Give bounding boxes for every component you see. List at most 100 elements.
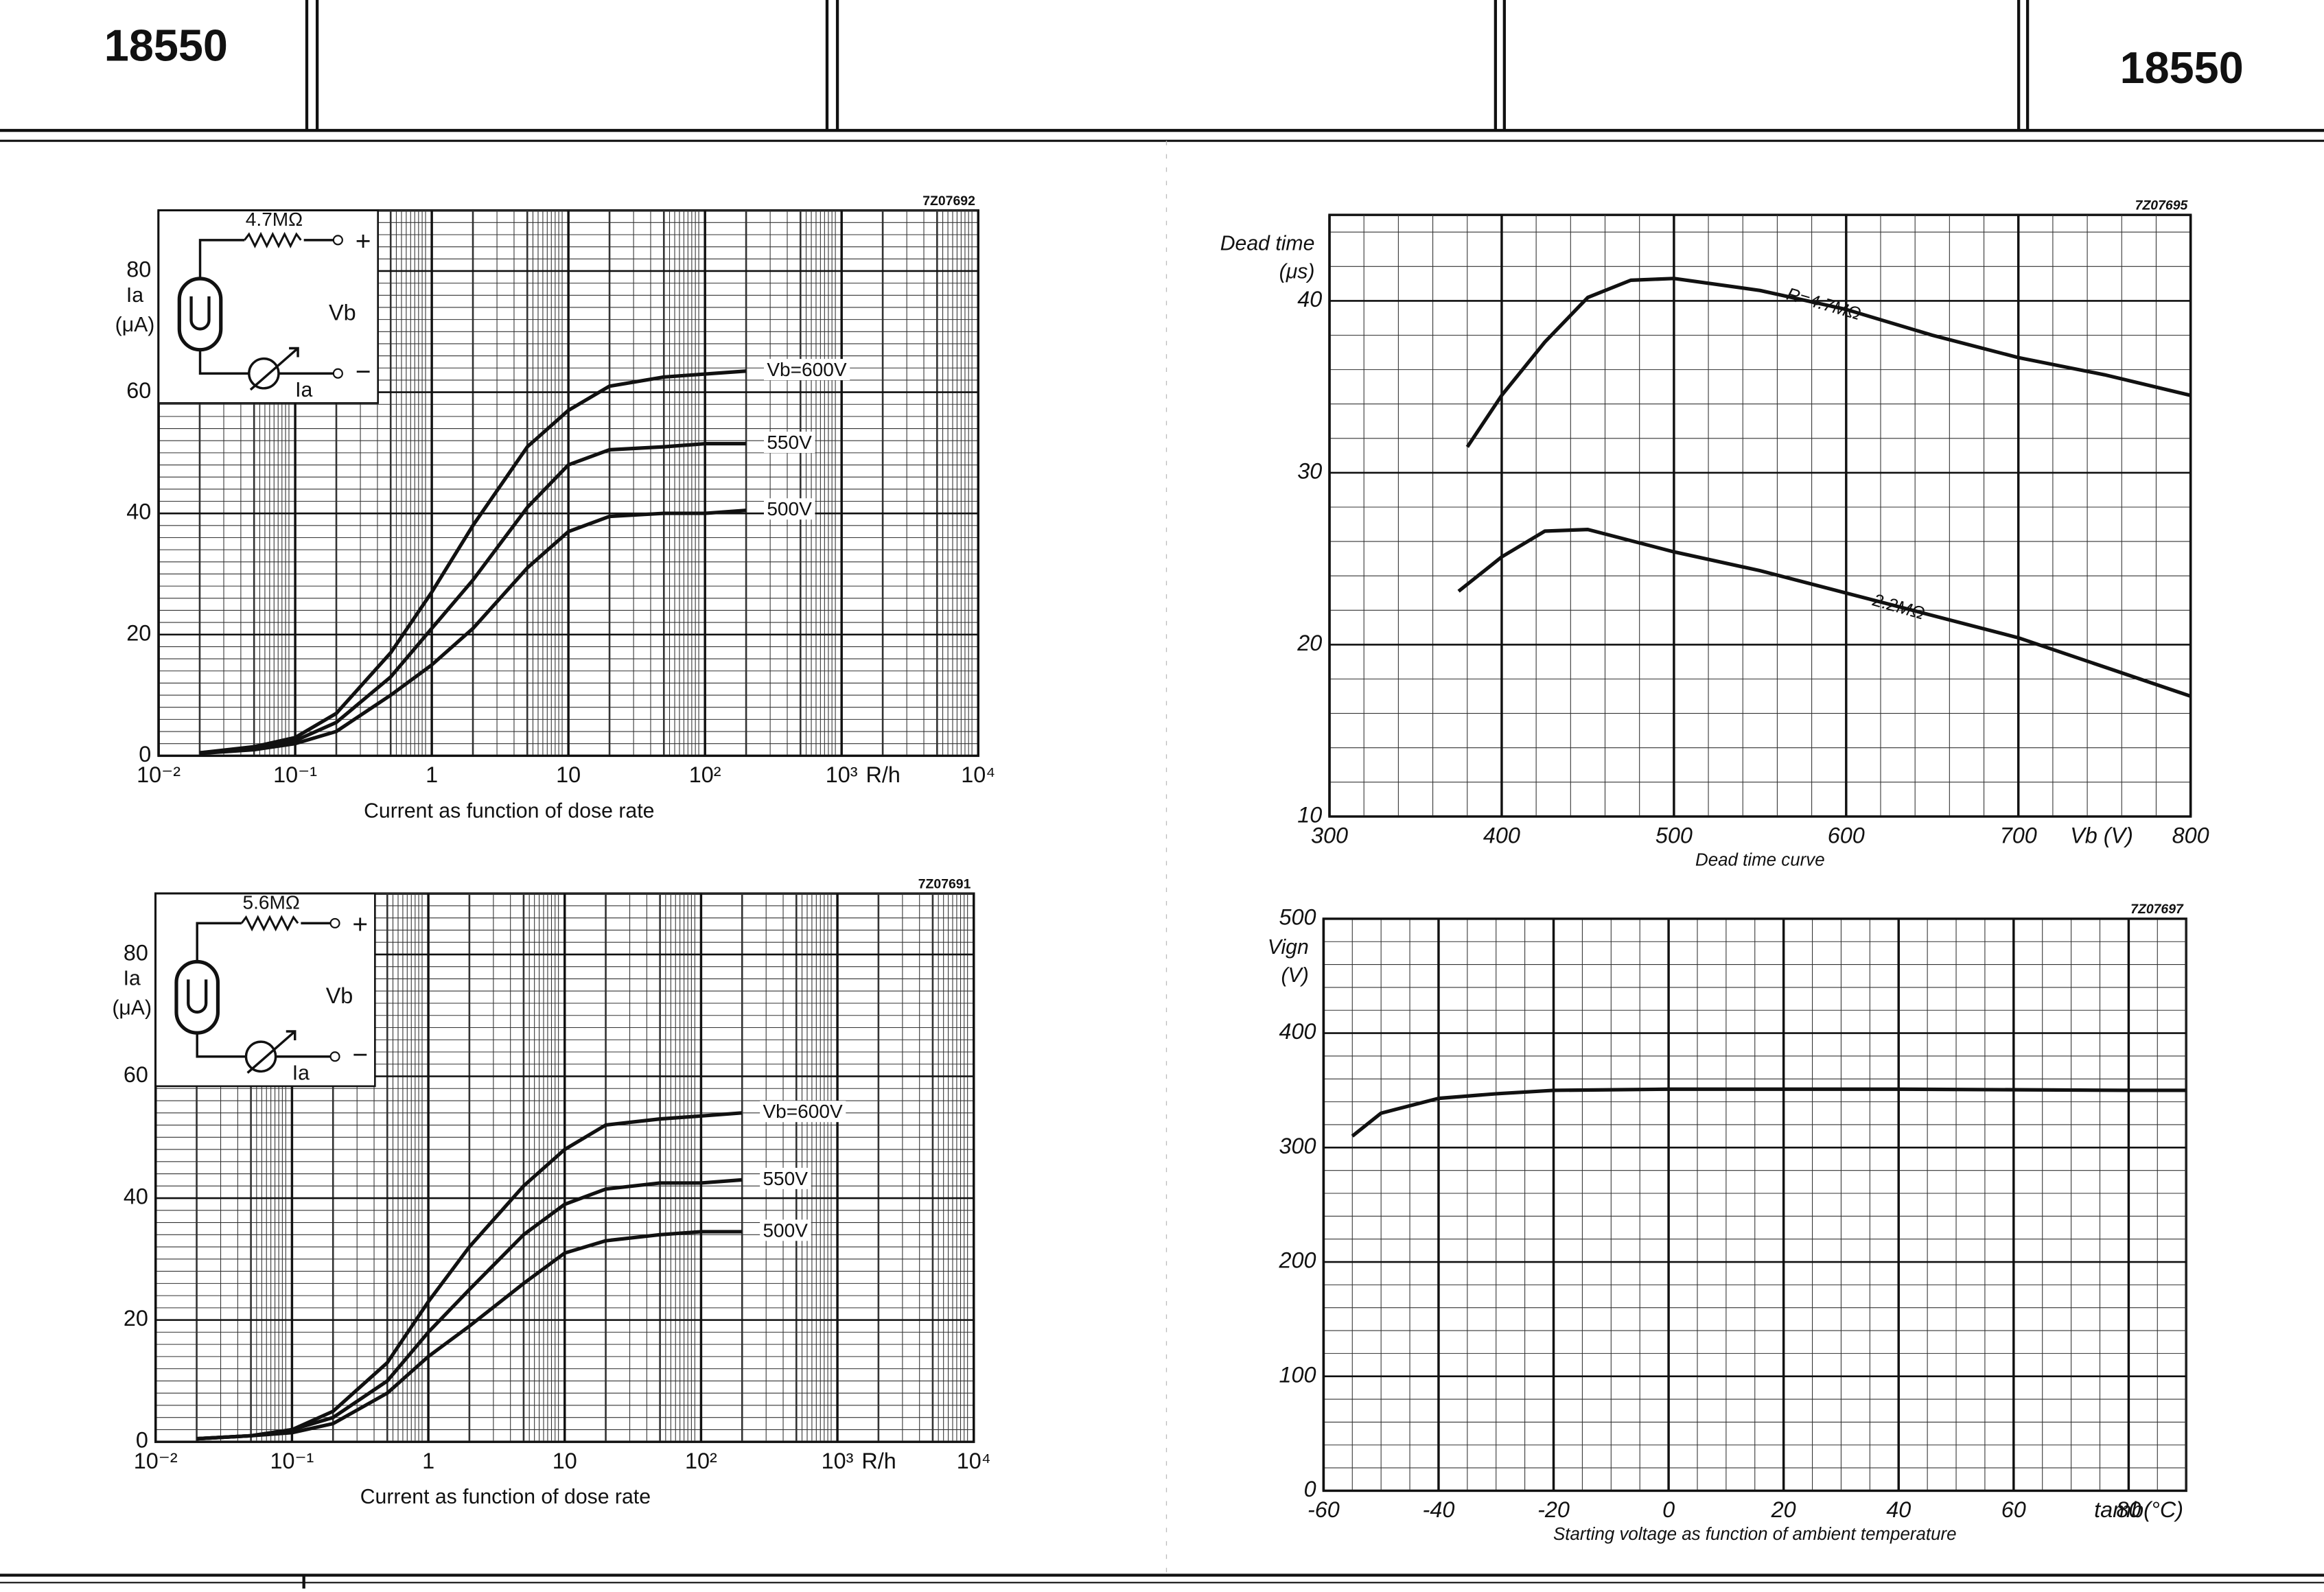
x-tick-label: 10³ — [826, 762, 858, 787]
y-tick-label: 500 — [1279, 904, 1316, 929]
y-tick-label: 100 — [1279, 1362, 1316, 1387]
y-axis-title: Ia — [124, 967, 141, 990]
resistor — [240, 915, 299, 932]
y-tick-label: 20 — [124, 1306, 148, 1331]
y-axis-title: (V) — [1281, 964, 1308, 987]
chart: 300 400 500 600 700 800 10 20 30 40 7Z07695 Dead ti… — [1220, 198, 2209, 869]
circuit-inset: 5.6MΩ + − Vb Ia — [154, 892, 376, 1088]
x-axis-title: Starting voltage as function of ambient … — [1553, 1525, 1957, 1544]
y-tick-label: 40 — [126, 500, 151, 524]
y-tick-label: 80 — [124, 941, 148, 965]
curve — [1465, 277, 2192, 448]
series-label: 550V — [767, 432, 812, 453]
meter-arrow — [249, 347, 299, 391]
y-axis-title: (μs) — [1279, 260, 1315, 283]
terminal — [329, 1051, 340, 1062]
plus-sign: + — [352, 910, 368, 939]
y-tick-label: 20 — [126, 620, 151, 645]
resistor — [244, 231, 302, 248]
chart-code: 7Z07692 — [922, 194, 975, 209]
chart: 10⁻² 10⁻¹ 1 10 10² 10³ 10⁴ 0 20 40 60 80 7Z07691 Curr… — [112, 876, 990, 1508]
x-axis-title: Current as function of dose rate — [360, 1486, 651, 1508]
x-axis-title: Current as function of dose rate — [364, 799, 654, 822]
y-tick-label: 60 — [126, 378, 151, 403]
chart: 10⁻² 10⁻¹ 1 10 10² 10³ 10⁴ 0 20 40 60 80 7Z07692 Curr… — [115, 194, 996, 823]
plus-sign: + — [356, 226, 371, 256]
y-tick-label: 80 — [126, 257, 151, 282]
x-unit-label: tamb(°C) — [2094, 1497, 2183, 1522]
x-unit-label: R/h — [865, 762, 900, 787]
geiger-tube — [177, 277, 223, 352]
y-tick-label: 10 — [1297, 802, 1322, 827]
circuit-inset: 4.7MΩ + − Vb Ia — [157, 209, 379, 404]
circuit-wires — [196, 922, 331, 1058]
plot-area — [1328, 213, 2192, 818]
x-tick-label: 400 — [1483, 823, 1520, 848]
terminal — [329, 917, 340, 928]
chart-code: 7Z07697 — [2130, 902, 2184, 917]
x-tick-label: 500 — [1655, 823, 1693, 848]
x-tick-label: 60 — [2001, 1497, 2026, 1522]
minus-sign: − — [352, 1040, 368, 1070]
voltage-label: Vb — [329, 300, 356, 325]
x-tick-label: -20 — [1537, 1497, 1570, 1522]
curve — [1457, 528, 2192, 698]
x-tick-label: 80 — [2116, 1497, 2141, 1522]
y-tick-label: 40 — [124, 1184, 148, 1209]
x-tick-label: 10 — [553, 1449, 577, 1473]
current-label: Ia — [292, 1062, 310, 1085]
y-axis-title: (μA) — [112, 997, 152, 1020]
y-axis-title: Dead time — [1220, 232, 1315, 255]
curve — [196, 1178, 743, 1441]
x-tick-label: 0 — [1662, 1497, 1675, 1522]
y-tick-label: 20 — [1297, 631, 1322, 655]
x-tick-label: -60 — [1308, 1497, 1340, 1522]
x-unit-label: R/h — [861, 1449, 896, 1473]
x-tick-label: 10⁻² — [137, 762, 181, 787]
series-label-bg — [763, 432, 815, 454]
curve — [1351, 1087, 2187, 1138]
x-unit-label: Vb (V) — [2070, 823, 2133, 848]
x-tick-label: 10² — [685, 1449, 717, 1473]
x-tick-label: 20 — [1771, 1497, 1796, 1522]
tube-anode — [189, 296, 211, 331]
chart-code: 7Z07691 — [918, 876, 971, 891]
y-tick-label: 0 — [136, 1428, 148, 1453]
x-tick-label: 300 — [1311, 823, 1348, 848]
circuit-wires — [198, 239, 334, 375]
y-tick-label: 30 — [1297, 458, 1322, 483]
type-number: 18550 — [2120, 43, 2244, 93]
x-tick-label: 10⁻¹ — [273, 762, 317, 787]
x-tick-label: 10⁴ — [961, 762, 995, 787]
meter — [248, 357, 280, 390]
x-tick-label: 10⁻² — [134, 1449, 178, 1473]
y-axis-title: (μA) — [115, 314, 155, 336]
y-axis-title: Vign — [1268, 936, 1309, 959]
meter — [244, 1040, 277, 1073]
chart: -60 -40 -20 0 20 40 60 80 0 100 200 300 400 500 7Z0769… — [1268, 902, 2187, 1544]
type-number: 18550 — [104, 20, 228, 70]
resistor-label: 4.7MΩ — [246, 209, 303, 230]
chart-code: 7Z07695 — [2135, 198, 2189, 213]
x-tick-label: 800 — [2172, 823, 2209, 848]
x-tick-label: 10² — [689, 762, 721, 787]
series-label-bg — [763, 498, 815, 520]
y-tick-label: 60 — [124, 1062, 148, 1087]
x-tick-label: 600 — [1828, 823, 1865, 848]
y-tick-label: 400 — [1279, 1019, 1316, 1044]
geiger-tube — [174, 959, 220, 1035]
y-tick-label: 0 — [139, 742, 151, 766]
series-label: 550V — [763, 1168, 808, 1189]
x-tick-label: 10⁻¹ — [270, 1449, 314, 1473]
x-tick-label: 10³ — [822, 1449, 854, 1473]
x-tick-label: 1 — [422, 1449, 434, 1473]
series-label: 500V — [767, 498, 812, 519]
terminal — [332, 235, 343, 246]
tube-anode — [187, 979, 208, 1014]
series-label-bg — [763, 359, 850, 381]
series-label-bg — [760, 1167, 811, 1189]
resistor-label: 5.6MΩ — [242, 892, 299, 913]
x-tick-label: 700 — [2000, 823, 2037, 848]
series-label-bg — [760, 1219, 811, 1241]
